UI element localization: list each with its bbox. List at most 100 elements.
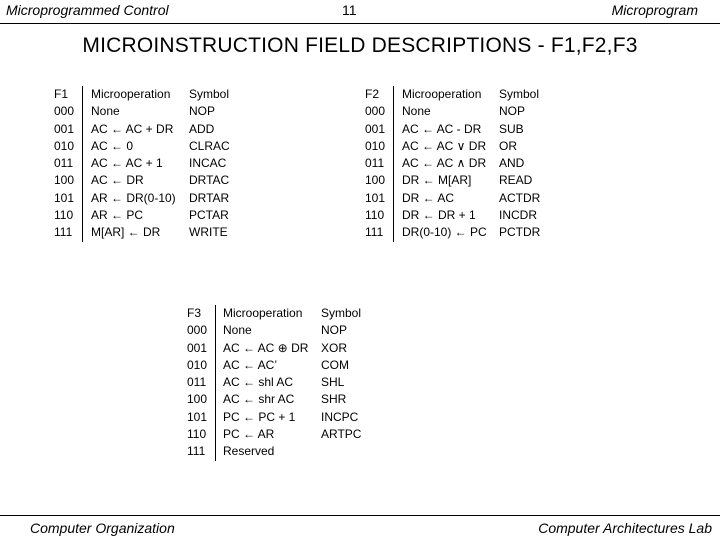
f3-symbol: COM [321,357,349,372]
f3-code: 011 [187,375,207,390]
f2-symbol: SUB [499,121,524,136]
f2-code: 100 [365,173,386,188]
f3-code: 010 [187,357,208,372]
f2-symbol: AND [499,156,525,171]
f1-code-column: F1 000 001 010 011 100 101 110 111 [54,86,74,242]
f1-symbol-column: Symbol NOP ADD CLRAC INCAC DRTAC DRTAR P… [189,86,230,242]
f1-divider [82,86,83,242]
footer-right-text: Computer Architectures Lab [538,520,712,536]
f2-symbol: Symbol [499,87,540,101]
f3-symbol: SHL [321,375,345,390]
f3-operation: AC ← shr AC [223,392,295,407]
f2-table: F2 000 001 010 011 100 101 110 111 Micro… [365,86,565,246]
f3-symbol [321,443,361,460]
f3-code: 110 [187,427,207,442]
f3-code: 000 [187,323,208,338]
f1-code: 111 [54,225,73,240]
f2-symbol: INCDR [499,208,537,223]
f3-code: 001 [187,340,208,355]
f1-symbol: NOP [189,104,216,119]
f2-code: F2 [365,87,380,101]
f1-operation: AR ← DR(0-10) [91,190,176,205]
f1-operation-column: Microoperation None AC ← AC + DR AC ← 0 … [91,86,176,242]
f2-operation: DR ← AC [402,190,455,205]
f2-code: 000 [365,104,386,119]
f3-code: F3 [187,306,202,320]
f2-symbol: PCTDR [499,225,541,240]
f1-symbol: DRTAC [189,173,230,188]
f3-operation: Reserved [223,444,275,459]
f1-operation: AC ← 0 [91,138,134,153]
f3-symbol: Symbol [321,306,362,320]
f1-code: 010 [54,138,75,153]
f2-operation: AC ← AC ∨ DR [402,138,487,153]
f3-symbol: XOR [321,340,348,355]
f2-operation: AC ← AC ∧ DR [402,156,487,171]
f1-operation: AC ← AC + DR [91,121,174,136]
f3-code: 101 [187,409,208,424]
f1-symbol: ADD [189,121,215,136]
f2-divider [393,86,394,242]
f1-symbol: PCTAR [189,208,229,223]
f2-code: 010 [365,138,386,153]
f2-symbol-column: Symbol NOP SUB OR AND READ ACTDR INCDR P… [499,86,540,242]
f1-code: 100 [54,173,75,188]
f1-operation: None [91,104,120,119]
slide-title: MICROINSTRUCTION FIELD DESCRIPTIONS - F1… [82,34,638,57]
f1-code: 101 [54,190,75,205]
f1-code: 001 [54,121,75,136]
f1-symbol: CLRAC [189,138,230,153]
f3-operation: None [223,323,252,338]
f3-symbol: SHR [321,392,347,407]
f1-operation: AC ← DR [91,173,144,188]
header-section-title: Microprogram [611,2,698,18]
footer-left-text: Computer Organization [30,520,175,536]
f1-code: F1 [54,87,69,101]
f3-table: F3 000 001 010 011 100 101 110 111 Micro… [187,305,387,465]
f1-code: 110 [54,208,74,223]
f2-code: 011 [365,156,385,171]
f1-code: 011 [54,156,74,171]
f3-operation-column: Microoperation None AC ← AC ⊕ DR AC ← AC… [223,305,308,461]
f2-code: 001 [365,121,386,136]
f3-code: 100 [187,392,208,407]
page-number: 11 [342,2,357,18]
f2-code: 110 [365,208,385,223]
f1-symbol: Symbol [189,87,230,101]
f1-operation: M[AR] ← DR [91,225,161,240]
f3-code: 111 [187,444,206,459]
f3-symbol: NOP [321,323,348,338]
f1-operation: Microoperation [91,87,171,101]
f1-symbol: DRTAR [189,190,230,205]
f2-operation: DR(0-10) ← PC [402,225,487,240]
f2-operation: AC ← AC - DR [402,121,482,136]
f1-table: F1 000 001 010 011 100 101 110 111 Micro… [54,86,254,246]
f2-code: 111 [365,225,384,240]
f2-operation: DR ← DR + 1 [402,208,476,223]
f2-operation: None [402,104,431,119]
f2-symbol: NOP [499,104,526,119]
f3-operation: PC ← AR [223,427,275,442]
f3-symbol: INCPC [321,409,359,424]
header-rule [0,23,720,24]
f3-operation: AC ← AC ⊕ DR [223,340,309,355]
f2-symbol: ACTDR [499,190,541,205]
f3-symbol-column: Symbol NOP XOR COM SHL SHR INCPC ARTPC [321,305,361,461]
f3-operation: Microoperation [223,306,303,320]
f1-symbol: INCAC [189,156,227,171]
f3-divider [215,305,216,461]
f3-operation: AC ← AC’ [223,357,278,372]
f3-operation: AC ← shl AC [223,375,294,390]
f2-code: 101 [365,190,386,205]
f3-operation: PC ← PC + 1 [223,409,296,424]
header-course-title: Microprogrammed Control [6,2,169,18]
f3-code-column: F3 000 001 010 011 100 101 110 111 [187,305,207,461]
f1-operation: AC ← AC + 1 [91,156,163,171]
f3-symbol: ARTPC [321,427,362,442]
f2-symbol: READ [499,173,533,188]
f2-operation-column: Microoperation None AC ← AC - DR AC ← AC… [402,86,487,242]
f2-operation: DR ← M[AR] [402,173,472,188]
f1-operation: AR ← PC [91,208,144,223]
f2-code-column: F2 000 001 010 011 100 101 110 111 [365,86,385,242]
footer-rule [0,515,720,516]
